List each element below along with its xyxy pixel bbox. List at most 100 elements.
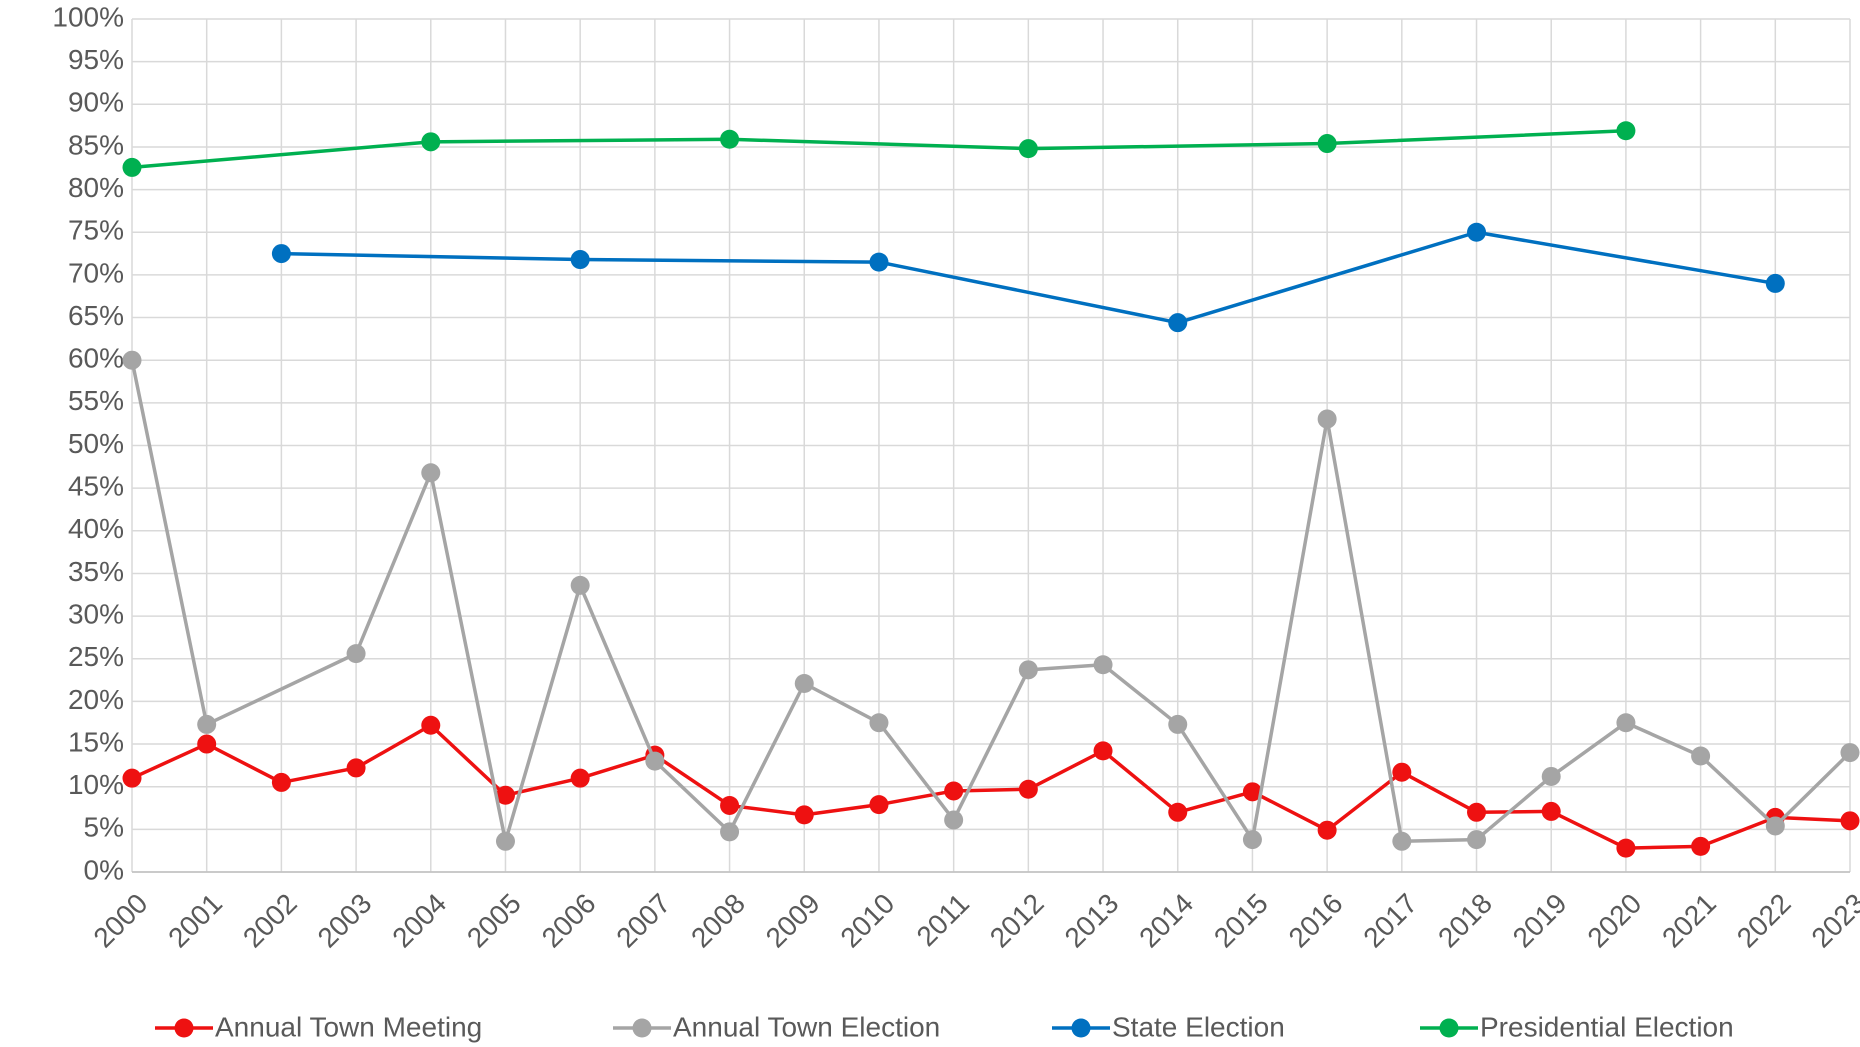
data-point xyxy=(720,795,740,815)
x-tick-label: 2019 xyxy=(1507,888,1573,954)
data-point xyxy=(495,785,515,805)
data-point xyxy=(1840,743,1860,763)
data-point xyxy=(570,575,590,595)
data-point xyxy=(570,250,590,270)
data-point xyxy=(1467,802,1487,822)
y-tick-label: 75% xyxy=(68,215,124,246)
data-point xyxy=(1168,714,1188,734)
x-tick-label: 2006 xyxy=(536,888,602,954)
data-point xyxy=(720,129,740,149)
data-point xyxy=(1616,713,1636,733)
legend-marker xyxy=(1071,1018,1091,1038)
data-point xyxy=(1317,134,1337,154)
x-tick-label: 2003 xyxy=(312,888,378,954)
y-tick-label: 95% xyxy=(68,44,124,75)
data-point xyxy=(122,157,142,177)
data-point xyxy=(346,644,366,664)
x-tick-label: 2010 xyxy=(834,888,900,954)
data-point xyxy=(421,715,441,735)
y-tick-label: 0% xyxy=(84,854,124,885)
x-tick-label: 2000 xyxy=(87,888,153,954)
legend-label: State Election xyxy=(1112,1011,1285,1042)
y-tick-label: 10% xyxy=(68,769,124,800)
data-point xyxy=(1765,816,1785,836)
legend-label: Presidential Election xyxy=(1480,1011,1734,1042)
data-point xyxy=(197,714,217,734)
data-point xyxy=(1392,831,1412,851)
data-point xyxy=(1242,782,1262,802)
data-point xyxy=(944,781,964,801)
y-tick-label: 35% xyxy=(68,556,124,587)
x-tick-label: 2005 xyxy=(461,888,527,954)
y-tick-label: 50% xyxy=(68,428,124,459)
data-point xyxy=(1467,830,1487,850)
data-point xyxy=(495,831,515,851)
x-tick-label: 2021 xyxy=(1656,888,1722,954)
data-point xyxy=(720,822,740,842)
data-point xyxy=(271,244,291,264)
x-tick-label: 2020 xyxy=(1581,888,1647,954)
data-point xyxy=(421,463,441,483)
y-tick-label: 15% xyxy=(68,726,124,757)
data-point xyxy=(944,810,964,830)
y-tick-label: 30% xyxy=(68,598,124,629)
data-point xyxy=(1691,746,1711,766)
x-tick-label: 2009 xyxy=(760,888,826,954)
x-tick-label: 2023 xyxy=(1805,888,1860,954)
series-line xyxy=(131,723,1851,850)
data-point xyxy=(794,805,814,825)
x-tick-label: 2007 xyxy=(610,888,676,954)
y-tick-label: 55% xyxy=(68,385,124,416)
data-point xyxy=(1093,655,1113,675)
data-point xyxy=(1541,801,1561,821)
y-tick-label: 60% xyxy=(68,343,124,374)
data-point xyxy=(1018,139,1038,159)
data-point xyxy=(421,132,441,152)
x-tick-label: 2022 xyxy=(1731,888,1797,954)
data-point xyxy=(1317,409,1337,429)
data-point xyxy=(570,768,590,788)
data-point xyxy=(1840,811,1860,831)
x-tick-label: 2001 xyxy=(162,888,228,954)
y-tick-label: 90% xyxy=(68,87,124,118)
data-point xyxy=(122,350,142,370)
data-point xyxy=(1392,762,1412,782)
data-point xyxy=(869,795,889,815)
data-point xyxy=(869,713,889,733)
y-tick-label: 45% xyxy=(68,471,124,502)
data-point xyxy=(794,673,814,693)
x-tick-label: 2011 xyxy=(911,888,976,953)
x-tick-label: 2015 xyxy=(1208,888,1274,954)
x-tick-label: 2017 xyxy=(1357,888,1423,954)
x-tick-label: 2002 xyxy=(237,888,303,954)
x-tick-label: 2014 xyxy=(1133,888,1199,954)
data-point xyxy=(1242,830,1262,850)
data-point xyxy=(1093,741,1113,761)
x-tick-label: 2013 xyxy=(1059,888,1125,954)
y-tick-label: 65% xyxy=(68,300,124,331)
data-point xyxy=(346,758,366,778)
data-point xyxy=(1691,836,1711,856)
data-point xyxy=(271,772,291,792)
x-tick-label: 2004 xyxy=(386,888,452,954)
series-line xyxy=(130,359,1852,844)
y-tick-label: 85% xyxy=(68,129,124,160)
data-point xyxy=(1467,222,1487,242)
y-tick-label: 20% xyxy=(68,684,124,715)
legend-marker xyxy=(1439,1018,1459,1038)
y-tick-label: 40% xyxy=(68,513,124,544)
y-tick-label: 100% xyxy=(52,1,124,32)
data-point xyxy=(645,751,665,771)
x-tick-label: 2012 xyxy=(984,888,1050,954)
data-point xyxy=(1317,820,1337,840)
series-line xyxy=(281,230,1776,325)
x-tick-label: 2016 xyxy=(1283,888,1349,954)
y-tick-label: 25% xyxy=(68,641,124,672)
legend-marker xyxy=(174,1018,194,1038)
data-point xyxy=(1018,779,1038,799)
y-tick-label: 80% xyxy=(68,172,124,203)
data-point xyxy=(869,252,889,272)
legend-marker xyxy=(632,1018,652,1038)
legend-label: Annual Town Election xyxy=(673,1011,940,1042)
